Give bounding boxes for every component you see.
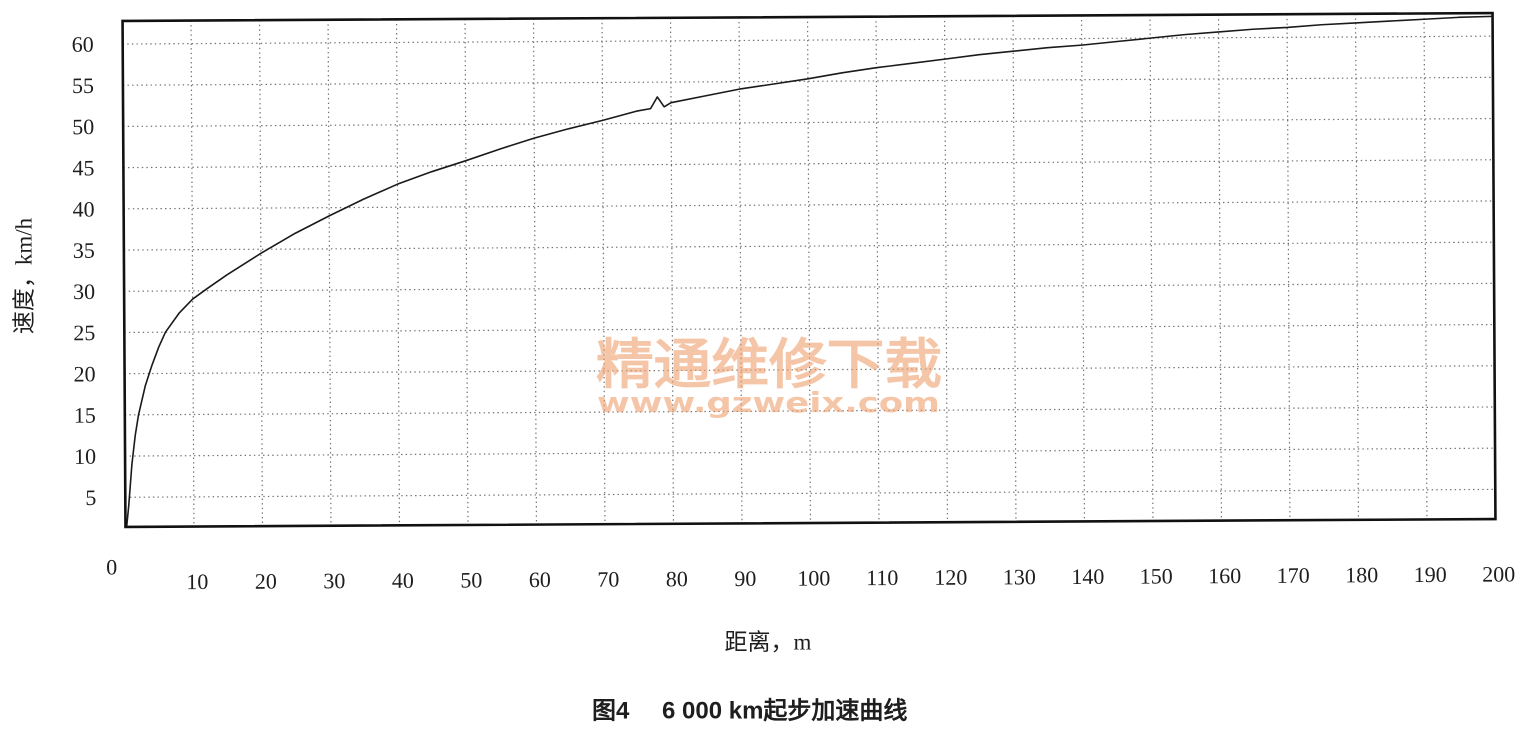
x-tick-label: 0 [106, 554, 117, 579]
x-tick-label: 130 [1003, 564, 1036, 589]
watermark: 精通维修下载 www.gzweix.com [596, 333, 942, 419]
y-tick-label: 45 [72, 155, 94, 180]
grid-line-horizontal [123, 200, 1494, 210]
grid-line-vertical [875, 16, 880, 523]
y-tick-label: 60 [72, 32, 94, 57]
x-tick-label: 90 [734, 566, 756, 591]
grid-line-vertical [601, 18, 606, 525]
grid-line-horizontal [123, 117, 1494, 128]
grid-line-vertical [1354, 13, 1360, 520]
grid-line-vertical [258, 20, 264, 527]
plot-frame [121, 11, 1497, 529]
grid-line-vertical [1149, 15, 1154, 522]
x-tick-label: 150 [1140, 563, 1173, 588]
y-tick-label: 50 [72, 114, 94, 139]
grid-line-horizontal [123, 159, 1494, 169]
x-tick-label: 100 [797, 565, 830, 590]
grid-line-horizontal [124, 323, 1495, 334]
grid-line-vertical [1080, 15, 1086, 522]
x-tick-label: 60 [529, 567, 551, 592]
y-tick-label: 40 [73, 197, 95, 222]
grid-line-vertical [395, 19, 401, 526]
grid-line-vertical [1217, 14, 1223, 521]
grid-line-horizontal [125, 447, 1496, 457]
grid-line-horizontal [123, 241, 1494, 251]
y-tick-label: 30 [73, 279, 95, 304]
grid-line-vertical [1286, 14, 1291, 521]
grid [122, 13, 1496, 527]
figure-caption: 6 000 km起步加速曲线 [662, 698, 907, 725]
grid-line-vertical [1423, 13, 1428, 520]
speed-line [124, 15, 1494, 527]
x-tick-label: 10 [186, 569, 208, 594]
grid-line-vertical [1012, 15, 1017, 522]
y-tick-label: 15 [74, 403, 96, 428]
x-tick-label: 70 [597, 567, 619, 592]
grid-line-horizontal [122, 35, 1493, 45]
grid-line-vertical [738, 17, 743, 524]
grid-line-horizontal [124, 365, 1495, 375]
grid-line-horizontal [125, 488, 1496, 498]
x-tick-label: 110 [866, 565, 898, 590]
x-tick-label: 140 [1071, 564, 1104, 589]
grid-line-vertical [943, 16, 949, 523]
y-tick-label: 5 [85, 485, 96, 510]
x-tick-label: 120 [934, 565, 967, 590]
grid-line-vertical [532, 18, 538, 525]
watermark-url: www.gzweix.com [597, 386, 940, 419]
x-tick-label: 180 [1345, 562, 1378, 587]
grid-line-vertical [464, 18, 469, 525]
y-tick-label: 25 [73, 320, 95, 345]
y-tick-labels: 5 10 15 20 25 30 35 40 45 50 55 60 [72, 32, 97, 510]
y-tick-label: 55 [72, 73, 94, 98]
x-tick-label: 190 [1414, 562, 1447, 587]
x-tick-labels: 0 10 20 30 40 50 60 70 80 90 100 110 120 130 140 150 160… [106, 554, 1515, 594]
x-tick-label: 20 [255, 569, 277, 594]
y-tick-label: 35 [73, 238, 95, 263]
y-tick-label: 10 [74, 444, 96, 469]
grid-line-vertical [327, 19, 332, 526]
x-tick-label: 170 [1277, 563, 1310, 588]
x-tick-label: 160 [1208, 563, 1241, 588]
x-tick-label: 50 [460, 567, 482, 592]
grid-line-horizontal [124, 406, 1495, 416]
grid-line-horizontal [122, 76, 1493, 86]
grid-line-horizontal [124, 282, 1495, 292]
chart-area: 0 10 20 30 40 50 60 70 80 90 100 110 120 130 140 150 160… [72, 11, 1515, 594]
x-tick-label: 40 [392, 568, 414, 593]
figure-number: 图4 [592, 698, 630, 725]
watermark-text: 精通维修下载 [596, 333, 942, 396]
y-axis-label: 速度，km/h [12, 217, 37, 334]
x-tick-label: 30 [323, 568, 345, 593]
x-tick-label: 80 [666, 566, 688, 591]
grid-line-vertical [190, 20, 195, 527]
grid-line-vertical [669, 17, 675, 524]
x-axis-label: 距离，m [725, 630, 812, 655]
y-tick-label: 20 [74, 361, 96, 386]
x-tick-label: 200 [1482, 561, 1515, 586]
grid-line-vertical [806, 17, 812, 524]
